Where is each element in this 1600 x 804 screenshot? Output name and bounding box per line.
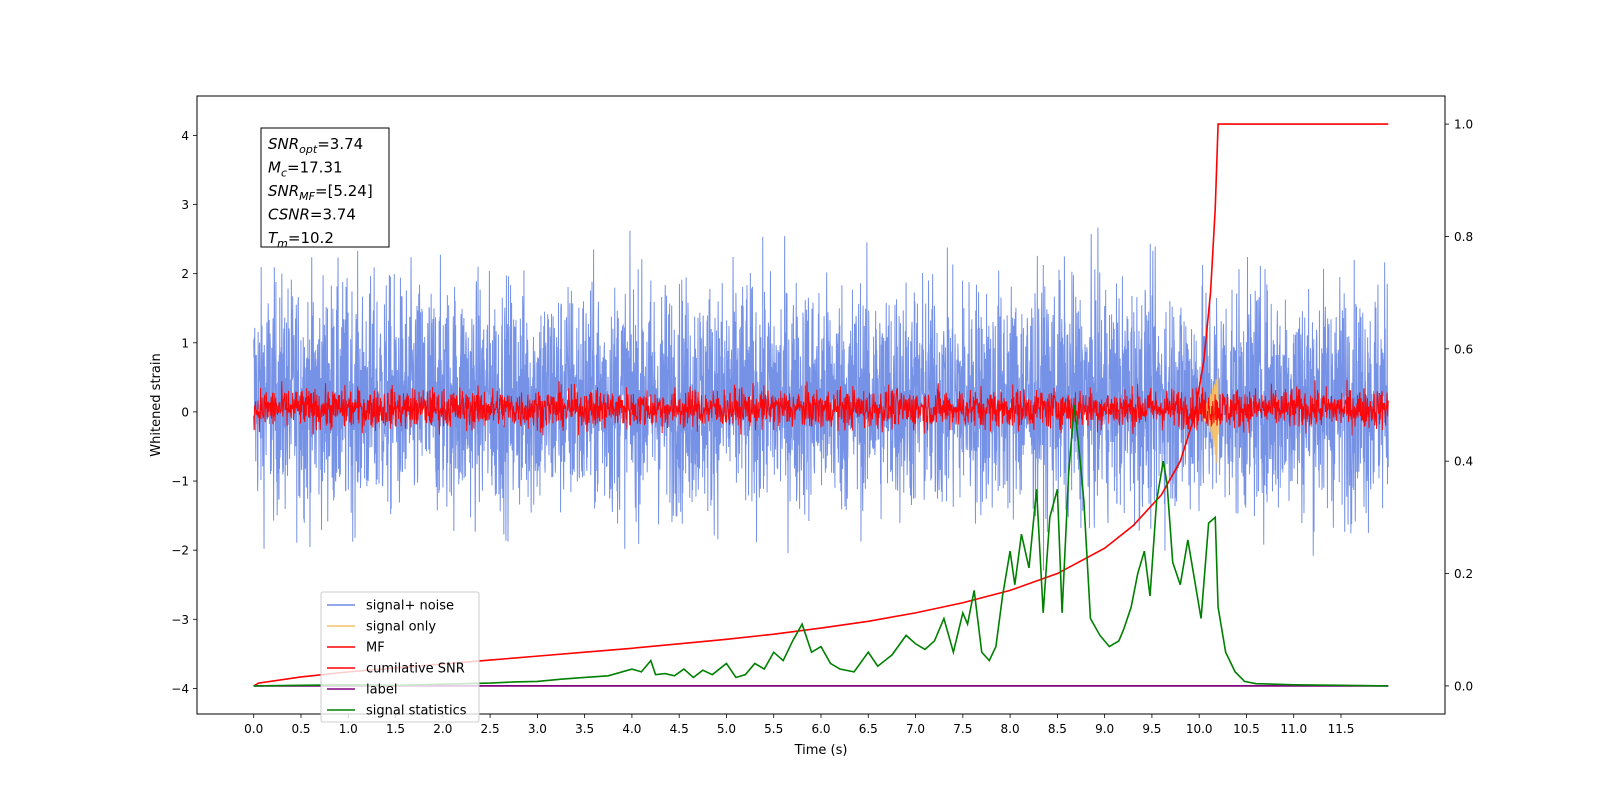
y-tick-label: 0 (181, 405, 189, 419)
x-tick-label: 8.5 (1048, 722, 1067, 736)
x-tick-label: 0.5 (291, 722, 310, 736)
x-axis-label: Time (s) (794, 743, 848, 758)
y-axis-label: Whitened strain (149, 353, 164, 456)
x-tick-label: 10.5 (1233, 722, 1260, 736)
x-tick-label: 9.5 (1142, 722, 1161, 736)
series-signal-statistics-line (253, 404, 1389, 687)
x-tick-label: 2.5 (481, 722, 500, 736)
y-tick-label: −2 (171, 544, 189, 558)
legend-frame (320, 591, 480, 723)
x-tick-label: 3.0 (528, 722, 547, 736)
legend-entry: signal only (366, 620, 436, 635)
y-right-tick-label: 0.2 (1454, 567, 1473, 581)
x-tick-label: 6.0 (811, 722, 830, 736)
y-tick-label: 2 (181, 267, 189, 281)
y-tick-label: −4 (171, 682, 189, 696)
legend-entry: MF (366, 641, 385, 656)
annotation-line: SNRMF=[5.24] (268, 182, 373, 203)
annotation-line: Mc=17.31 (268, 159, 343, 180)
legend-entry: cumilative SNR (366, 662, 465, 677)
y-axis-left: −4 −3 −2 −1 0 1 2 3 4 (171, 129, 197, 696)
legend-entry: signal statistics (366, 704, 467, 719)
x-tick-label: 2.0 (433, 722, 452, 736)
series-signal-noise-line (253, 227, 1389, 571)
x-tick-label: 11.0 (1280, 722, 1307, 736)
y-right-tick-label: 0.0 (1454, 679, 1473, 693)
x-tick-label: 5.0 (717, 722, 736, 736)
x-tick-label: 8.0 (1001, 722, 1020, 736)
y-tick-label: 3 (181, 198, 189, 212)
annotation-line: Tm=10.2 (268, 229, 334, 250)
y-tick-label: 4 (181, 129, 189, 143)
legend-entry: label (366, 683, 397, 698)
y-right-tick-label: 0.6 (1454, 342, 1473, 356)
x-tick-label: 1.5 (386, 722, 405, 736)
legend-entry: signal+ noise (366, 599, 454, 614)
x-tick-label: 6.5 (859, 722, 878, 736)
x-tick-label: 5.5 (764, 722, 783, 736)
x-tick-label: 10.0 (1186, 722, 1213, 736)
annotation-line: SNRopt=3.74 (268, 135, 363, 156)
x-tick-label: 7.0 (906, 722, 925, 736)
annotation-frame (260, 127, 390, 248)
y-tick-label: −3 (171, 613, 189, 627)
x-tick-label: 7.5 (953, 722, 972, 736)
x-tick-label: 1.0 (339, 722, 358, 736)
x-axis: 0.0 0.5 1.0 1.5 2.0 2.5 3.0 3.5 4.0 4.5 5.0 5.5 6.0 6… (244, 714, 1354, 736)
y-axis-right: 0.0 0.2 0.4 0.6 0.8 1.0 (1445, 118, 1473, 693)
legend: signal+ noise signal only MF cumilative SNR… (320, 591, 480, 723)
annotation-line: CSNR=3.74 (268, 206, 356, 224)
y-right-tick-label: 0.8 (1454, 230, 1473, 244)
series-mf-line (253, 380, 1389, 436)
x-tick-label: 3.5 (575, 722, 594, 736)
x-tick-label: 0.0 (244, 722, 263, 736)
y-tick-label: −1 (171, 475, 189, 489)
x-tick-label: 4.5 (670, 722, 689, 736)
y-right-tick-label: 0.4 (1454, 455, 1473, 469)
x-tick-label: 11.5 (1328, 722, 1355, 736)
x-tick-label: 4.0 (622, 722, 641, 736)
y-tick-label: 1 (181, 336, 189, 350)
x-tick-label: 9.0 (1095, 722, 1114, 736)
y-right-tick-label: 1.0 (1454, 118, 1473, 132)
